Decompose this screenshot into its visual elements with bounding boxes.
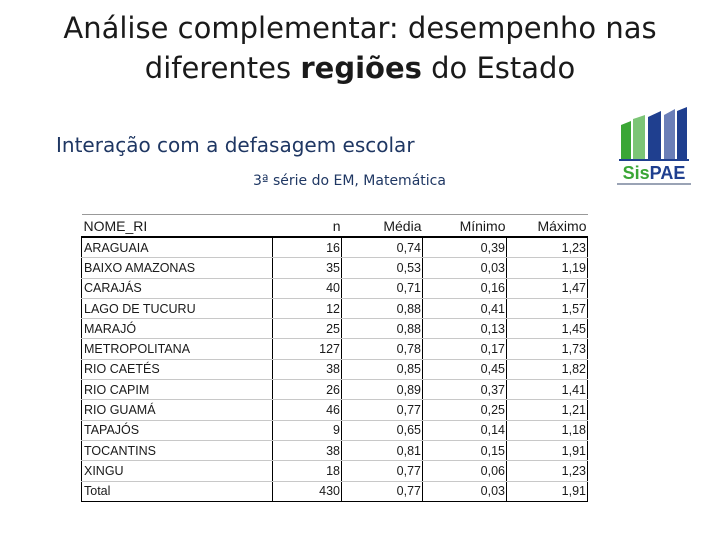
cell-media: 0,74 (341, 237, 423, 259)
regions-table: NOME_RI n Média Mínimo Máximo ARAGUAIA 16… (81, 214, 588, 502)
table-row: CARAJÁS 40 0,71 0,16 1,47 (81, 278, 588, 299)
logo-wordmark: SisPAE (615, 163, 693, 184)
table-row: METROPOLITANA 127 0,78 0,17 1,73 (81, 338, 588, 360)
cell-minimo: 0,15 (422, 440, 507, 462)
header-media: Média (341, 214, 423, 238)
cell-minimo: 0,03 (422, 481, 507, 502)
cell-nome-ri: RIO CAETÉS (81, 359, 273, 381)
cell-n: 16 (272, 237, 342, 259)
cell-n: 430 (272, 481, 342, 502)
cell-nome-ri: RIO GUAMÁ (81, 399, 273, 421)
sispae-logo: SisPAE (615, 107, 693, 187)
cell-n: 26 (272, 379, 342, 401)
cell-media: 0,65 (341, 420, 423, 441)
cell-maximo: 1,82 (506, 359, 588, 381)
table-header-row: NOME_RI n Média Mínimo Máximo (81, 214, 588, 238)
title-line-2-pre: diferentes (144, 51, 301, 85)
table-row: RIO CAPIM 26 0,89 0,37 1,41 (81, 379, 588, 401)
cell-minimo: 0,14 (422, 420, 507, 441)
cell-n: 127 (272, 338, 342, 360)
cell-media: 0,89 (341, 379, 423, 401)
title-line-2-bold: regiões (300, 51, 422, 85)
cell-media: 0,77 (341, 460, 423, 482)
cell-maximo: 1,73 (506, 338, 588, 360)
cell-nome-ri: TOCANTINS (81, 440, 273, 462)
cell-media: 0,53 (341, 257, 423, 279)
cell-n: 25 (272, 318, 342, 340)
cell-n: 40 (272, 278, 342, 299)
table-row: RIO GUAMÁ 46 0,77 0,25 1,21 (81, 399, 588, 421)
cell-nome-ri: LAGO DE TUCURU (81, 298, 273, 320)
section-subtitle: Interação com a defasagem escolar (56, 133, 415, 157)
table-row: RIO CAETÉS 38 0,85 0,45 1,82 (81, 359, 588, 381)
table-row: Total 430 0,77 0,03 1,91 (81, 481, 588, 502)
cell-nome-ri: RIO CAPIM (81, 379, 273, 401)
cell-maximo: 1,23 (506, 237, 588, 259)
cell-media: 0,88 (341, 318, 423, 340)
page-title: Análise complementar: desempenho nas dif… (0, 8, 720, 88)
cell-nome-ri: XINGU (81, 460, 273, 482)
table-row: LAGO DE TUCURU 12 0,88 0,41 1,57 (81, 298, 588, 320)
cell-minimo: 0,03 (422, 257, 507, 279)
header-maximo: Máximo (506, 214, 588, 238)
cell-n: 38 (272, 359, 342, 381)
cell-nome-ri: TAPAJÓS (81, 420, 273, 441)
table-row: TAPAJÓS 9 0,65 0,14 1,18 (81, 420, 588, 441)
cell-n: 46 (272, 399, 342, 421)
logo-text-sis: Sis (622, 163, 650, 183)
logo-text-pae: PAE (649, 163, 686, 183)
table-row: BAIXO AMAZONAS 35 0,53 0,03 1,19 (81, 257, 588, 279)
cell-minimo: 0,41 (422, 298, 507, 320)
cell-media: 0,85 (341, 359, 423, 381)
cell-media: 0,77 (341, 399, 423, 421)
cell-maximo: 1,47 (506, 278, 588, 299)
title-line-2: diferentes regiões do Estado (0, 48, 720, 88)
table-row: XINGU 18 0,77 0,06 1,23 (81, 460, 588, 482)
cell-media: 0,78 (341, 338, 423, 360)
table-row: ARAGUAIA 16 0,74 0,39 1,23 (81, 237, 588, 259)
cell-minimo: 0,25 (422, 399, 507, 421)
cell-nome-ri: MARAJÓ (81, 318, 273, 340)
cell-maximo: 1,23 (506, 460, 588, 482)
cell-maximo: 1,21 (506, 399, 588, 421)
cell-minimo: 0,16 (422, 278, 507, 299)
cell-maximo: 1,41 (506, 379, 588, 401)
cell-media: 0,77 (341, 481, 423, 502)
cell-n: 35 (272, 257, 342, 279)
logo-bars-icon (619, 107, 689, 161)
cell-media: 0,88 (341, 298, 423, 320)
logo-underline (617, 183, 691, 185)
cell-n: 9 (272, 420, 342, 441)
cell-minimo: 0,06 (422, 460, 507, 482)
table-row: MARAJÓ 25 0,88 0,13 1,45 (81, 318, 588, 340)
title-line-2-post: do Estado (421, 51, 576, 85)
cell-nome-ri: CARAJÁS (81, 278, 273, 299)
cell-minimo: 0,45 (422, 359, 507, 381)
cell-minimo: 0,17 (422, 338, 507, 360)
header-n: n (272, 214, 342, 238)
table-row: TOCANTINS 38 0,81 0,15 1,91 (81, 440, 588, 462)
table-caption: 3ª série do EM, Matemática (253, 173, 446, 189)
title-line-1: Análise complementar: desempenho nas (63, 11, 657, 45)
header-minimo: Mínimo (422, 214, 507, 238)
cell-n: 18 (272, 460, 342, 482)
cell-minimo: 0,37 (422, 379, 507, 401)
cell-maximo: 1,45 (506, 318, 588, 340)
cell-nome-ri: BAIXO AMAZONAS (81, 257, 273, 279)
cell-n: 38 (272, 440, 342, 462)
cell-media: 0,81 (341, 440, 423, 462)
cell-minimo: 0,39 (422, 237, 507, 259)
cell-maximo: 1,19 (506, 257, 588, 279)
cell-nome-ri: ARAGUAIA (81, 237, 273, 259)
header-nome-ri: NOME_RI (81, 214, 273, 238)
cell-maximo: 1,57 (506, 298, 588, 320)
cell-n: 12 (272, 298, 342, 320)
cell-media: 0,71 (341, 278, 423, 299)
cell-nome-ri: Total (81, 481, 273, 502)
cell-maximo: 1,91 (506, 481, 588, 502)
cell-minimo: 0,13 (422, 318, 507, 340)
cell-maximo: 1,18 (506, 420, 588, 441)
cell-maximo: 1,91 (506, 440, 588, 462)
cell-nome-ri: METROPOLITANA (81, 338, 273, 360)
